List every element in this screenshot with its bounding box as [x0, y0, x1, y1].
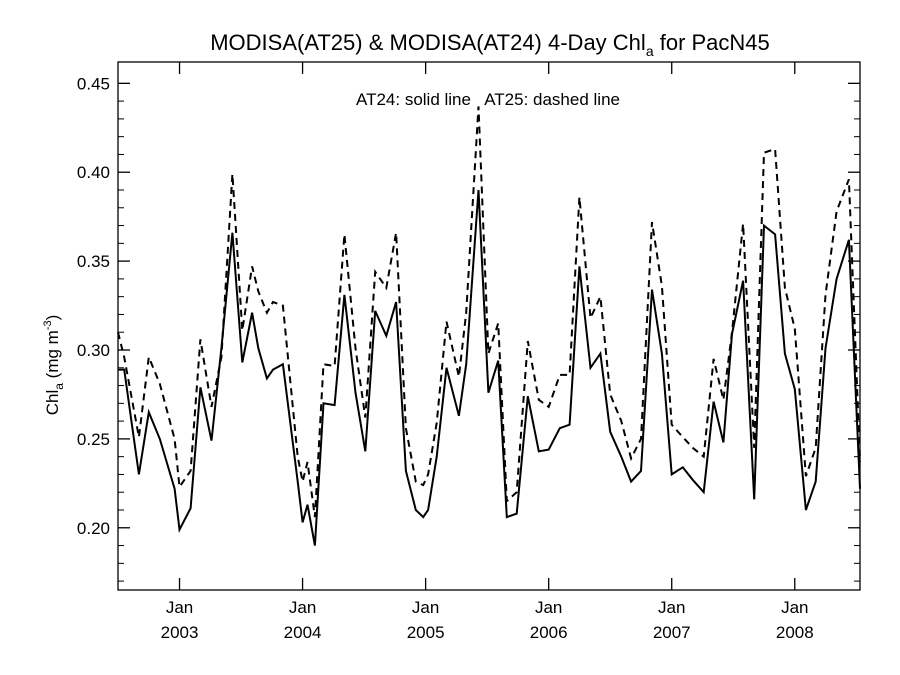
y-tick-label: 0.45: [77, 74, 110, 93]
x-tick-label-month: Jan: [658, 598, 685, 617]
x-tick-label-year: 2005: [407, 623, 445, 642]
y-axis-label: Chla (mg m-3): [42, 315, 66, 416]
x-tick-label-year: 2008: [776, 623, 814, 642]
plot-frame: [117, 61, 861, 591]
x-tick-label-month: Jan: [535, 598, 562, 617]
y-tick-label: 0.30: [77, 341, 110, 360]
x-tick-label-month: Jan: [781, 598, 808, 617]
series-line-solid: [118, 189, 861, 546]
y-tick-label: 0.20: [77, 519, 110, 538]
y-tick-label: 0.35: [77, 252, 110, 271]
x-tick-label-year: 2007: [653, 623, 691, 642]
x-tick-label-year: 2004: [284, 623, 322, 642]
x-tick-label-month: Jan: [412, 598, 439, 617]
chart-title: MODISA(AT25) & MODISA(AT24) 4-Day Chla f…: [210, 30, 770, 59]
legend-annotation: AT24: solid line AT25: dashed line: [356, 90, 620, 109]
y-tick-label: 0.40: [77, 163, 110, 182]
x-tick-label-month: Jan: [289, 598, 316, 617]
x-tick-label-month: Jan: [166, 598, 193, 617]
plot-area: 0.20 0.25 0.30 0.35 0.40 0.45 Jan 2003 Jan 2004 Ja…: [77, 62, 861, 642]
series-line-dashed: [117, 106, 861, 518]
y-tick-label: 0.25: [77, 430, 110, 449]
x-tick-label-year: 2003: [161, 623, 199, 642]
x-tick-label-year: 2006: [530, 623, 568, 642]
